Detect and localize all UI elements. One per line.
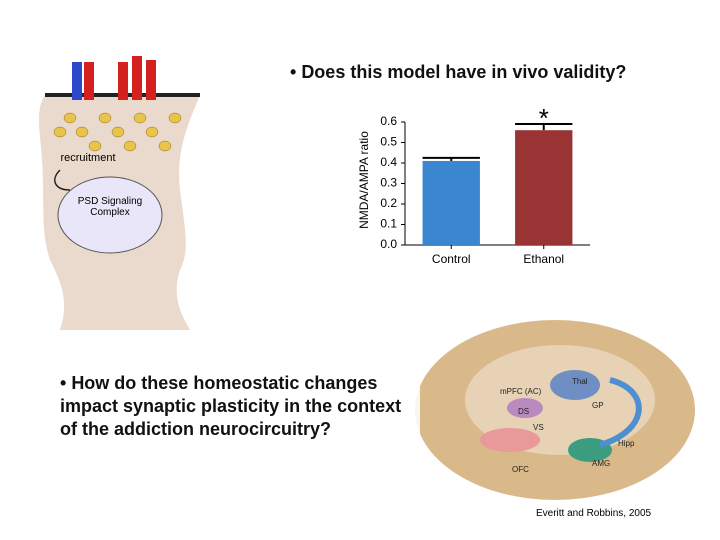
y-tick-label: 0.3 — [380, 176, 397, 190]
brain-label: DS — [518, 407, 529, 416]
x-tick-label: Ethanol — [523, 252, 564, 266]
complex-label: PSD Signaling Complex — [77, 196, 143, 218]
complex-box: PSD Signaling Complex — [77, 196, 143, 218]
bullet-text: Does this model have in vivo validity? — [301, 62, 627, 82]
y-tick-label: 0.2 — [380, 196, 397, 210]
bullet: • Does this model have in vivo validity? — [290, 62, 626, 83]
ds — [507, 398, 543, 418]
brain-label: Hipp — [618, 439, 635, 448]
brain-label: GP — [592, 401, 604, 410]
citation: Everitt and Robbins, 2005 — [536, 508, 652, 519]
ofc — [480, 428, 540, 452]
receptor — [118, 62, 128, 100]
bar — [515, 130, 573, 245]
bullet-dot: • — [290, 62, 302, 82]
thal — [550, 370, 600, 400]
psd-complex — [57, 176, 163, 254]
brain-label: OFC — [512, 465, 529, 474]
arrow — [54, 169, 71, 191]
arrow-label: recruitment — [60, 152, 115, 164]
x-tick-label: Control — [432, 252, 471, 266]
scaffold — [53, 112, 182, 152]
brain-label: mPFC (AC) — [500, 387, 542, 396]
brain-label: Thal — [572, 377, 588, 386]
bullet-text: How do these homeostatic changes impact … — [60, 373, 402, 439]
y-tick-label: 0.1 — [380, 217, 397, 231]
receptor — [146, 60, 156, 100]
brain-inner — [465, 345, 655, 455]
receptor — [84, 62, 94, 100]
y-tick-label: 0.4 — [380, 155, 397, 169]
bullet-dot: • — [60, 373, 72, 393]
y-tick-label: 0.0 — [380, 237, 397, 251]
y-tick-label: 0.5 — [380, 135, 397, 149]
significance: * — [539, 103, 549, 133]
brain-label: VS — [533, 423, 544, 432]
receptor — [132, 56, 142, 100]
y-tick-label: 0.6 — [380, 114, 397, 128]
y-axis-label: NMDA/AMPA ratio — [357, 131, 371, 229]
brain-label: AMG — [592, 459, 610, 468]
bullet: • How do these homeostatic changes impac… — [60, 372, 420, 441]
bar — [422, 160, 480, 245]
receptor — [72, 62, 82, 100]
hipp — [599, 377, 642, 448]
